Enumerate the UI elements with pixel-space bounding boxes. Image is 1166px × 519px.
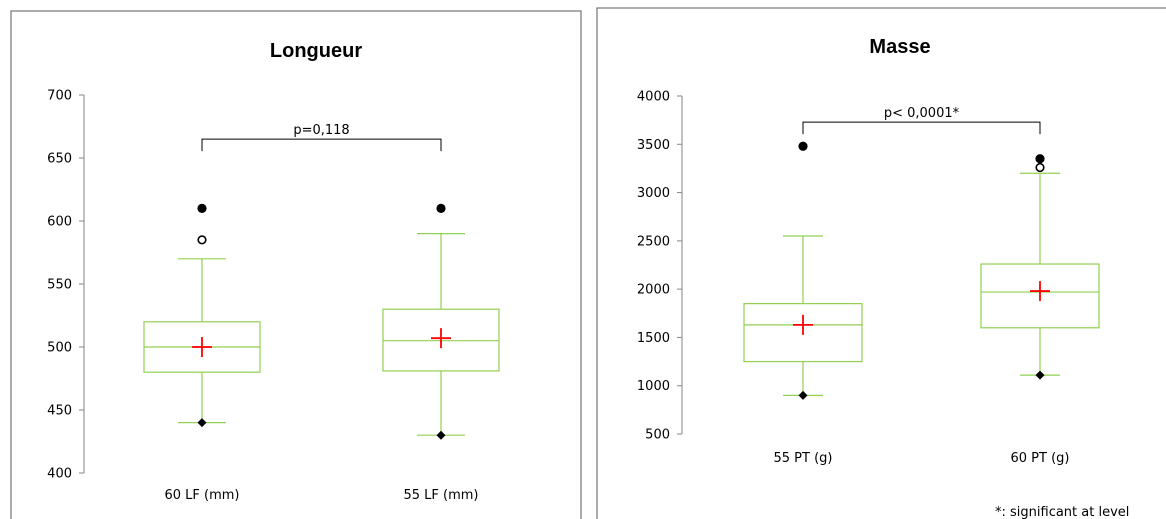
plot-area-left: 400 450 500 550 600 650 700 60 LF (mm) 55 LF (mm… xyxy=(47,89,500,503)
x-category-label: 55 PT (g) xyxy=(774,451,833,466)
y-tick-label-right: 2500 xyxy=(637,234,670,249)
y-tick-label-left: 550 xyxy=(47,278,72,293)
outlier-point-open xyxy=(1035,162,1045,173)
y-tick-label-right: 4000 xyxy=(637,90,670,105)
outlier-point xyxy=(436,203,446,213)
y-tick-label-left: 650 xyxy=(47,152,72,167)
outlier-point xyxy=(197,203,207,213)
y-tick-label-right: 1000 xyxy=(637,379,670,394)
outlier-point xyxy=(798,141,808,151)
y-tick-label-right: 3500 xyxy=(637,138,670,153)
outlier-point-open xyxy=(197,235,207,245)
footnote: *: significant at level xyxy=(995,505,1129,519)
box-iqr xyxy=(382,308,500,372)
min-marker xyxy=(798,390,808,400)
chart-title-right: Masse xyxy=(869,36,930,58)
significance-bracket xyxy=(802,121,1041,135)
panel-frame-left xyxy=(10,10,582,519)
min-marker xyxy=(436,430,446,440)
plot-area-right: 500 1000 1500 2000 2500 3000 3500 4000 55 PT (g)… xyxy=(637,90,1100,466)
outlier-point xyxy=(1035,154,1045,164)
y-tick-label-left: 600 xyxy=(47,215,72,230)
x-category-label: 60 LF (mm) xyxy=(165,488,240,503)
min-marker xyxy=(197,418,207,428)
panel-frame-right xyxy=(596,7,1166,519)
x-category-label: 55 LF (mm) xyxy=(404,488,479,503)
y-tick-label-right: 2000 xyxy=(637,283,670,298)
y-tick-label-left: 500 xyxy=(47,341,72,356)
y-tick-label-left: 450 xyxy=(47,404,72,419)
box-iqr xyxy=(980,263,1100,329)
p-value-label: p=0,118 xyxy=(293,123,349,138)
box-iqr xyxy=(743,303,863,363)
x-category-label: 60 PT (g) xyxy=(1011,451,1070,466)
chart-title-left: Longueur xyxy=(270,40,362,62)
min-marker xyxy=(1035,370,1045,380)
p-value-label: p< 0,0001* xyxy=(884,106,960,121)
y-tick-label-left: 400 xyxy=(47,467,72,482)
y-tick-label-left: 700 xyxy=(47,89,72,104)
y-tick-label-right: 500 xyxy=(645,428,670,443)
y-tick-label-right: 1500 xyxy=(637,331,670,346)
significance-bracket xyxy=(201,138,442,152)
y-tick-label-right: 3000 xyxy=(637,186,670,201)
